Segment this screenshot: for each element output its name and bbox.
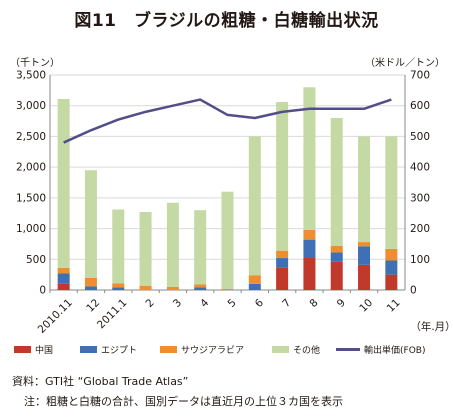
bar-segment xyxy=(303,229,316,240)
legend-item-china: 中国 xyxy=(14,343,53,356)
footnote: 注：粗糖と白糖の合計、国別データは直近月の上位３カ国を表示 xyxy=(24,395,343,408)
x-tick-label: 2010.11 xyxy=(36,297,75,336)
x-tick-label: 2011.1 xyxy=(95,297,129,331)
bar-segment xyxy=(57,267,70,274)
bar-segment xyxy=(385,136,398,249)
y2-tick-label: 500 xyxy=(410,131,430,143)
bar-segment xyxy=(276,258,289,268)
bar-segment xyxy=(385,260,398,275)
x-tick-label: 8 xyxy=(307,297,320,310)
y2-tick-label: 100 xyxy=(410,254,430,266)
y-tick-label: 3,000 xyxy=(16,100,46,112)
bar-segment xyxy=(358,264,371,290)
x-tick-label: 12 xyxy=(84,297,102,315)
y2-tick-label: 200 xyxy=(410,223,430,235)
x-tick-label: 2 xyxy=(144,297,157,310)
bar-segment xyxy=(248,275,261,284)
y-tick-label: 3,500 xyxy=(16,70,46,82)
x-axis-unit: （年.月） xyxy=(410,320,453,333)
legend-label-other: その他 xyxy=(293,346,321,356)
bar-segment xyxy=(248,283,261,290)
y-tick-label: 2,500 xyxy=(16,131,46,143)
bar-segment xyxy=(194,287,207,290)
source-note: 資料：GTI社 “Global Trade Atlas” xyxy=(12,375,189,388)
x-tick-label: 9 xyxy=(335,297,348,310)
left-axis-unit: （千トン） xyxy=(10,58,60,69)
bar-segment xyxy=(194,210,207,285)
bar-segment xyxy=(112,209,125,284)
x-tick-label: 7 xyxy=(280,297,293,310)
bar-segment xyxy=(221,191,234,289)
legend: 中国 エジプト サウジアラビア その他 輸出単価(FOB) xyxy=(0,343,453,361)
y-tick-label: 1,000 xyxy=(16,223,46,235)
legend-swatch-egypt xyxy=(80,346,97,353)
bar-segment xyxy=(303,257,316,290)
bar-segment xyxy=(330,118,343,246)
y2-tick-label: 700 xyxy=(410,70,430,82)
bar-segment xyxy=(303,239,316,258)
x-tick-label: 10 xyxy=(357,297,375,315)
bar-segment xyxy=(385,248,398,261)
y2-tick-label: 400 xyxy=(410,162,430,174)
bar-segment xyxy=(358,242,371,247)
bar-segment xyxy=(358,246,371,265)
bar-segment xyxy=(166,286,179,290)
legend-item-other: その他 xyxy=(272,343,320,356)
chart-canvas: 0 500 1,000 1,500 2,000 2,500 3,000 3,500 0 100 20… xyxy=(16,70,453,336)
bar-segment xyxy=(139,285,152,290)
y-tick-label: 500 xyxy=(26,254,46,266)
bar-segment xyxy=(385,274,398,290)
bar-segment xyxy=(330,245,343,253)
legend-label-china: 中国 xyxy=(35,346,54,356)
y-tick-label: 1,500 xyxy=(16,192,46,204)
price-line xyxy=(63,98,392,144)
legend-label-saudi: サウジアラビア xyxy=(181,346,245,356)
bar-segment xyxy=(221,288,234,290)
right-axis-unit: （米ドル／トン） xyxy=(365,58,445,69)
bar-segment xyxy=(330,252,343,262)
x-tick-label: 4 xyxy=(198,297,211,310)
bar-segment xyxy=(303,87,316,230)
bar-segment xyxy=(330,261,343,290)
bar-segment xyxy=(57,98,70,268)
x-tick-label: 11 xyxy=(385,297,403,315)
y2-tick-label: 300 xyxy=(410,192,430,204)
bar-segment xyxy=(139,211,152,286)
bar-segment xyxy=(112,283,125,288)
bar-segment xyxy=(358,136,371,243)
legend-item-saudi: サウジアラビア xyxy=(160,343,244,356)
bar-segment xyxy=(84,286,97,290)
y-tick-label: 0 xyxy=(39,285,46,297)
bar-segment xyxy=(84,170,97,278)
bar-segment xyxy=(57,283,70,290)
legend-item-egypt: エジプト xyxy=(80,343,137,356)
legend-label-price: 輸出単価(FOB) xyxy=(364,346,426,356)
chart-title: 図11 ブラジルの粗糖・白糖輸出状況 xyxy=(74,11,379,31)
x-tick-label: 3 xyxy=(171,297,184,310)
legend-swatch-saudi xyxy=(160,346,177,353)
y2-tick-label: 600 xyxy=(410,100,430,112)
bar-segment xyxy=(248,136,261,276)
bar-segment xyxy=(276,250,289,259)
bar-segment xyxy=(57,273,70,284)
y2-tick-label: 0 xyxy=(410,285,417,297)
bar-segment xyxy=(194,284,207,288)
legend-label-egypt: エジプト xyxy=(101,346,138,356)
y-tick-label: 2,000 xyxy=(16,162,46,174)
legend-item-price: 輸出単価(FOB) xyxy=(336,343,425,356)
bar-segment xyxy=(84,277,97,287)
legend-swatch-price xyxy=(336,348,360,351)
bar-segment xyxy=(112,287,125,290)
x-tick-label: 6 xyxy=(253,297,266,310)
bar-segment xyxy=(276,102,289,251)
legend-swatch-china xyxy=(14,346,31,353)
x-tick-label: 5 xyxy=(226,297,239,310)
bar-segment xyxy=(166,202,179,287)
legend-swatch-other xyxy=(272,346,289,353)
bar-segment xyxy=(276,267,289,290)
